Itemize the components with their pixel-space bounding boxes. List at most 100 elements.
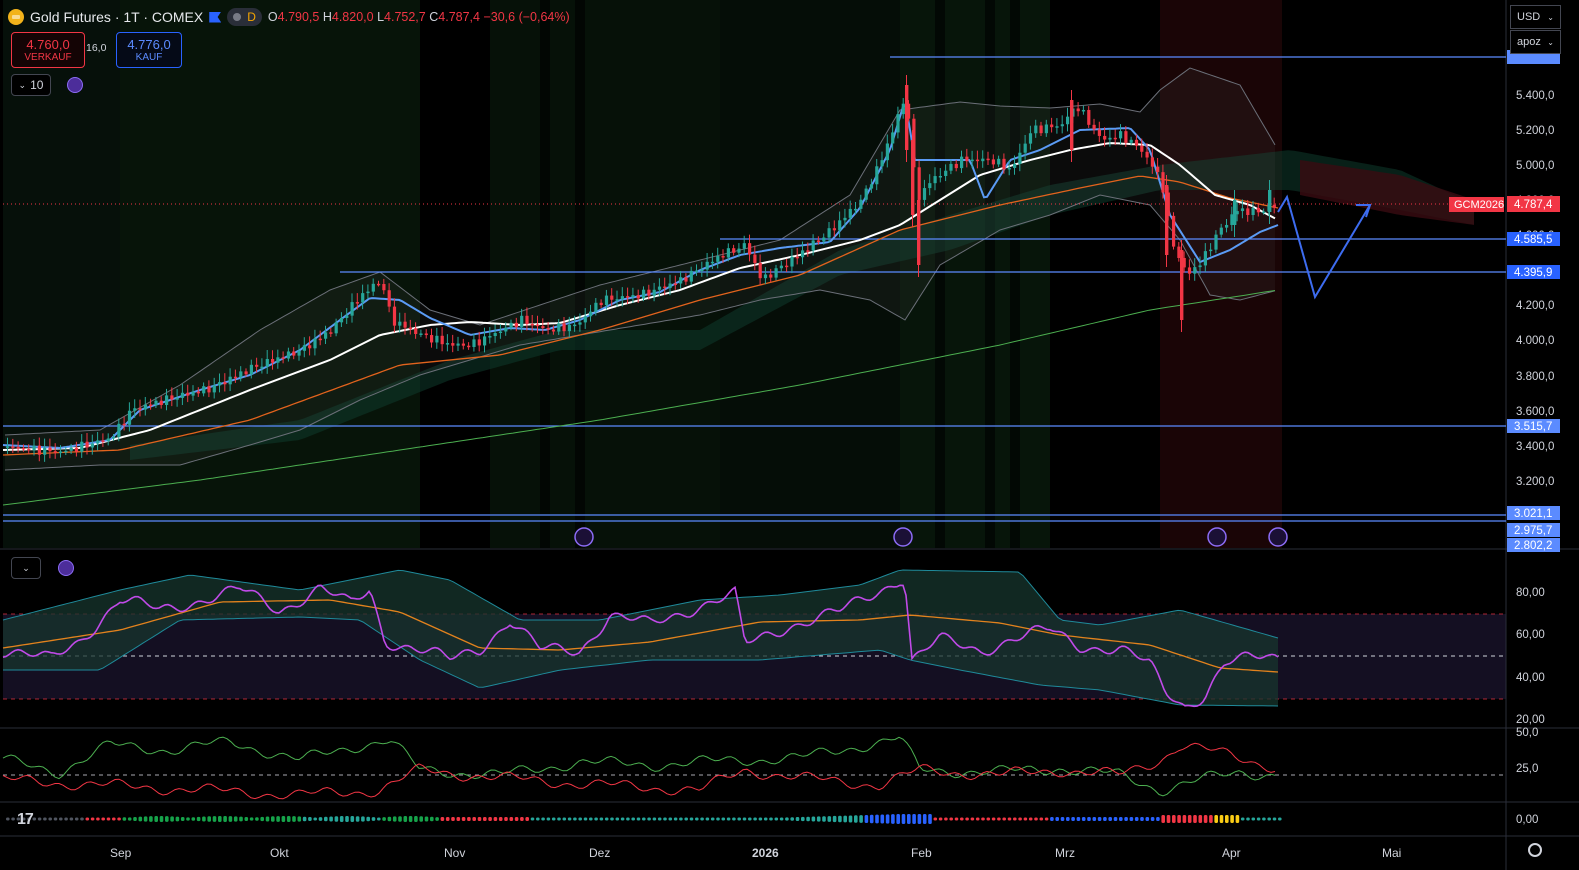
interval-badge: D <box>247 10 256 24</box>
candle-body <box>1172 215 1176 247</box>
histogram-bar <box>551 817 556 821</box>
candle-body <box>970 159 974 162</box>
histogram-bar <box>938 817 943 821</box>
candle-body <box>679 277 683 284</box>
candle-body <box>85 441 89 448</box>
refresh-icon[interactable] <box>67 77 83 93</box>
histogram-bar <box>721 817 726 821</box>
histogram-bar <box>822 816 826 822</box>
candle-body <box>604 295 609 306</box>
candle-body <box>233 376 238 379</box>
histogram-bar <box>1076 817 1081 821</box>
histogram-bar <box>1034 817 1038 821</box>
price-tick-label: 3.800,0 <box>1516 371 1554 383</box>
candle-body <box>498 331 503 334</box>
histogram-bar <box>207 816 211 822</box>
refresh-icon[interactable] <box>58 560 74 576</box>
histogram-bar <box>504 817 508 821</box>
candle-body <box>1150 157 1154 167</box>
histogram-bar <box>763 817 768 821</box>
candle-body <box>599 302 603 306</box>
sell-button[interactable]: 4.760,0 VERKAUF <box>11 32 85 68</box>
candle-body <box>975 159 980 162</box>
rsi-band-fill <box>3 570 1278 706</box>
candle-body <box>1203 251 1207 266</box>
histogram-bar <box>1240 817 1245 821</box>
histogram-bar <box>382 817 386 821</box>
candle-body <box>435 335 439 343</box>
symbol-title[interactable]: Gold Futures · 1T · COMEX <box>30 9 204 25</box>
candle-body <box>922 188 927 200</box>
candle-body <box>695 270 699 273</box>
candle-body <box>6 446 10 448</box>
histogram-bar <box>186 817 190 821</box>
plus-di-line <box>2 736 1276 797</box>
histogram-bar <box>74 817 79 821</box>
candle-body <box>816 240 821 242</box>
candle-body <box>1214 234 1218 250</box>
currency-select[interactable]: USD ⌄ <box>1510 5 1561 29</box>
histogram-bar <box>991 817 996 821</box>
histogram-bar <box>1225 815 1229 823</box>
histogram-bar <box>69 817 74 821</box>
histogram-bar <box>456 817 461 821</box>
candle-body <box>732 248 736 253</box>
candle-body <box>626 296 630 298</box>
histogram-bar <box>1002 817 1006 821</box>
histogram-bar <box>498 817 503 821</box>
histogram-bar <box>1161 815 1165 823</box>
histogram-bar <box>1193 815 1197 823</box>
histogram-bar <box>59 817 63 821</box>
rsi-tick-label: 60,00 <box>1516 629 1545 641</box>
ohlc-low: 4.752,7 <box>384 10 426 24</box>
candle-body <box>1013 163 1017 168</box>
candle-body <box>944 170 948 176</box>
histogram-bar <box>398 816 402 822</box>
candle-body <box>514 322 518 328</box>
candle-body <box>122 423 126 426</box>
histogram-bar <box>509 817 514 821</box>
histogram-bar <box>795 817 800 821</box>
candle-body <box>207 386 211 393</box>
adx-tick-label: 50,0 <box>1516 727 1538 739</box>
flag-icon[interactable] <box>209 11 222 23</box>
histogram-bar <box>27 817 31 821</box>
indicators-toggle-button[interactable]: ⌄ 10 <box>11 74 51 96</box>
histogram-bar <box>11 817 15 821</box>
tradingview-logo[interactable]: 17 <box>17 811 34 828</box>
candle-body <box>228 376 232 385</box>
candle-body <box>483 336 487 346</box>
histogram-bar <box>1087 817 1091 821</box>
price-level-tag-label: 3.021,1 <box>1514 508 1552 520</box>
buy-button[interactable]: 4.776,0 KAUF <box>116 32 182 68</box>
session-gap <box>540 0 550 548</box>
candle-body <box>917 200 921 265</box>
settings-gear-icon[interactable] <box>1528 843 1542 857</box>
interval-pill[interactable]: D <box>227 8 262 26</box>
candle-body <box>1251 208 1255 215</box>
candle-body <box>1161 172 1165 193</box>
price-tick-label: 3.400,0 <box>1516 441 1554 453</box>
candle-body <box>520 315 524 328</box>
price-tick-label: 5.400,0 <box>1516 90 1554 102</box>
candle-body <box>546 328 550 330</box>
histogram-bar <box>37 817 42 821</box>
candle-body <box>43 447 47 455</box>
histogram-bar <box>891 814 895 824</box>
session-gap <box>985 0 995 548</box>
candle-body <box>1113 137 1117 140</box>
histogram-bar <box>329 816 333 822</box>
candle-body <box>753 254 757 264</box>
histogram-bar <box>838 815 842 823</box>
histogram-bar <box>133 816 137 822</box>
candle-body <box>1070 100 1074 150</box>
candle-body <box>774 268 778 278</box>
scale-select[interactable]: apoz ⌄ <box>1510 30 1561 54</box>
candle-body <box>69 447 73 451</box>
pane-collapse-button[interactable]: ⌄ <box>11 557 41 579</box>
candle-body <box>1272 204 1276 208</box>
histogram-bar <box>960 817 964 821</box>
session-gap <box>1105 0 1115 548</box>
candle-body <box>854 208 858 211</box>
